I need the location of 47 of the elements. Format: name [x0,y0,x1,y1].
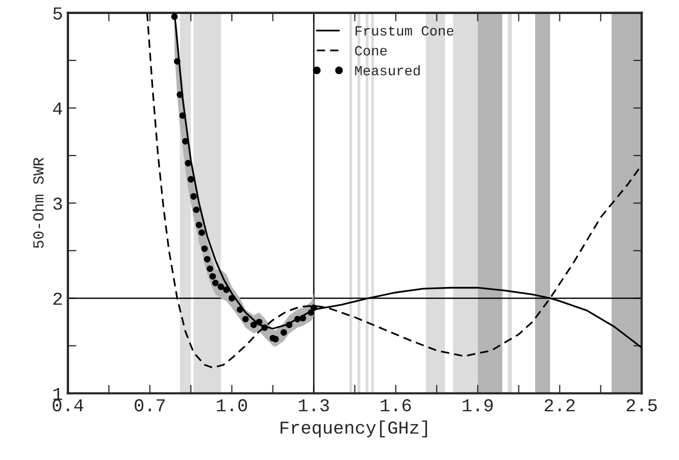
y-tick-label: 3 [53,198,62,210]
y-axis-title: 50-Ohm SWR [32,158,44,248]
legend-label: Frustum Cone [356,26,454,36]
x-tick-label: 2.5 [626,399,657,412]
point [193,206,200,214]
point [190,193,197,200]
point [176,91,184,98]
point [256,318,262,326]
point [188,176,194,183]
point [250,322,257,328]
point [212,280,219,286]
x-axis-title: Frequency[GHz] [280,420,427,438]
point [236,306,244,313]
point [286,322,292,328]
x-tick-label: 1.3 [298,399,329,412]
point [228,294,236,302]
point [184,160,192,166]
x-tick-label: 1.0 [216,399,247,412]
point [272,336,279,342]
point [223,286,230,293]
point [174,58,180,65]
legend-label: Cone [355,46,387,56]
point [310,304,318,311]
legend-label: Measured [355,65,420,76]
x-tick-label: 0.7 [134,399,165,412]
point [198,229,206,236]
point [261,324,268,331]
point [242,316,249,322]
point [300,314,306,322]
point [179,112,186,119]
y-tick-label: 4 [53,102,62,115]
point [201,245,208,252]
point [218,284,224,290]
point [204,256,210,262]
y-tick-label: 5 [53,8,62,20]
x-tick-label: 0.4 [52,399,84,412]
point [196,222,202,228]
x-tick-label: 1.6 [380,399,411,412]
point [280,329,287,336]
point [294,316,301,322]
point [171,13,178,20]
y-tick-label: 2 [53,292,62,305]
x-tick-label: 1.9 [462,399,493,412]
point [182,138,189,145]
x-tick-label: 2.2 [544,399,575,412]
point [206,265,214,272]
point [209,273,216,280]
